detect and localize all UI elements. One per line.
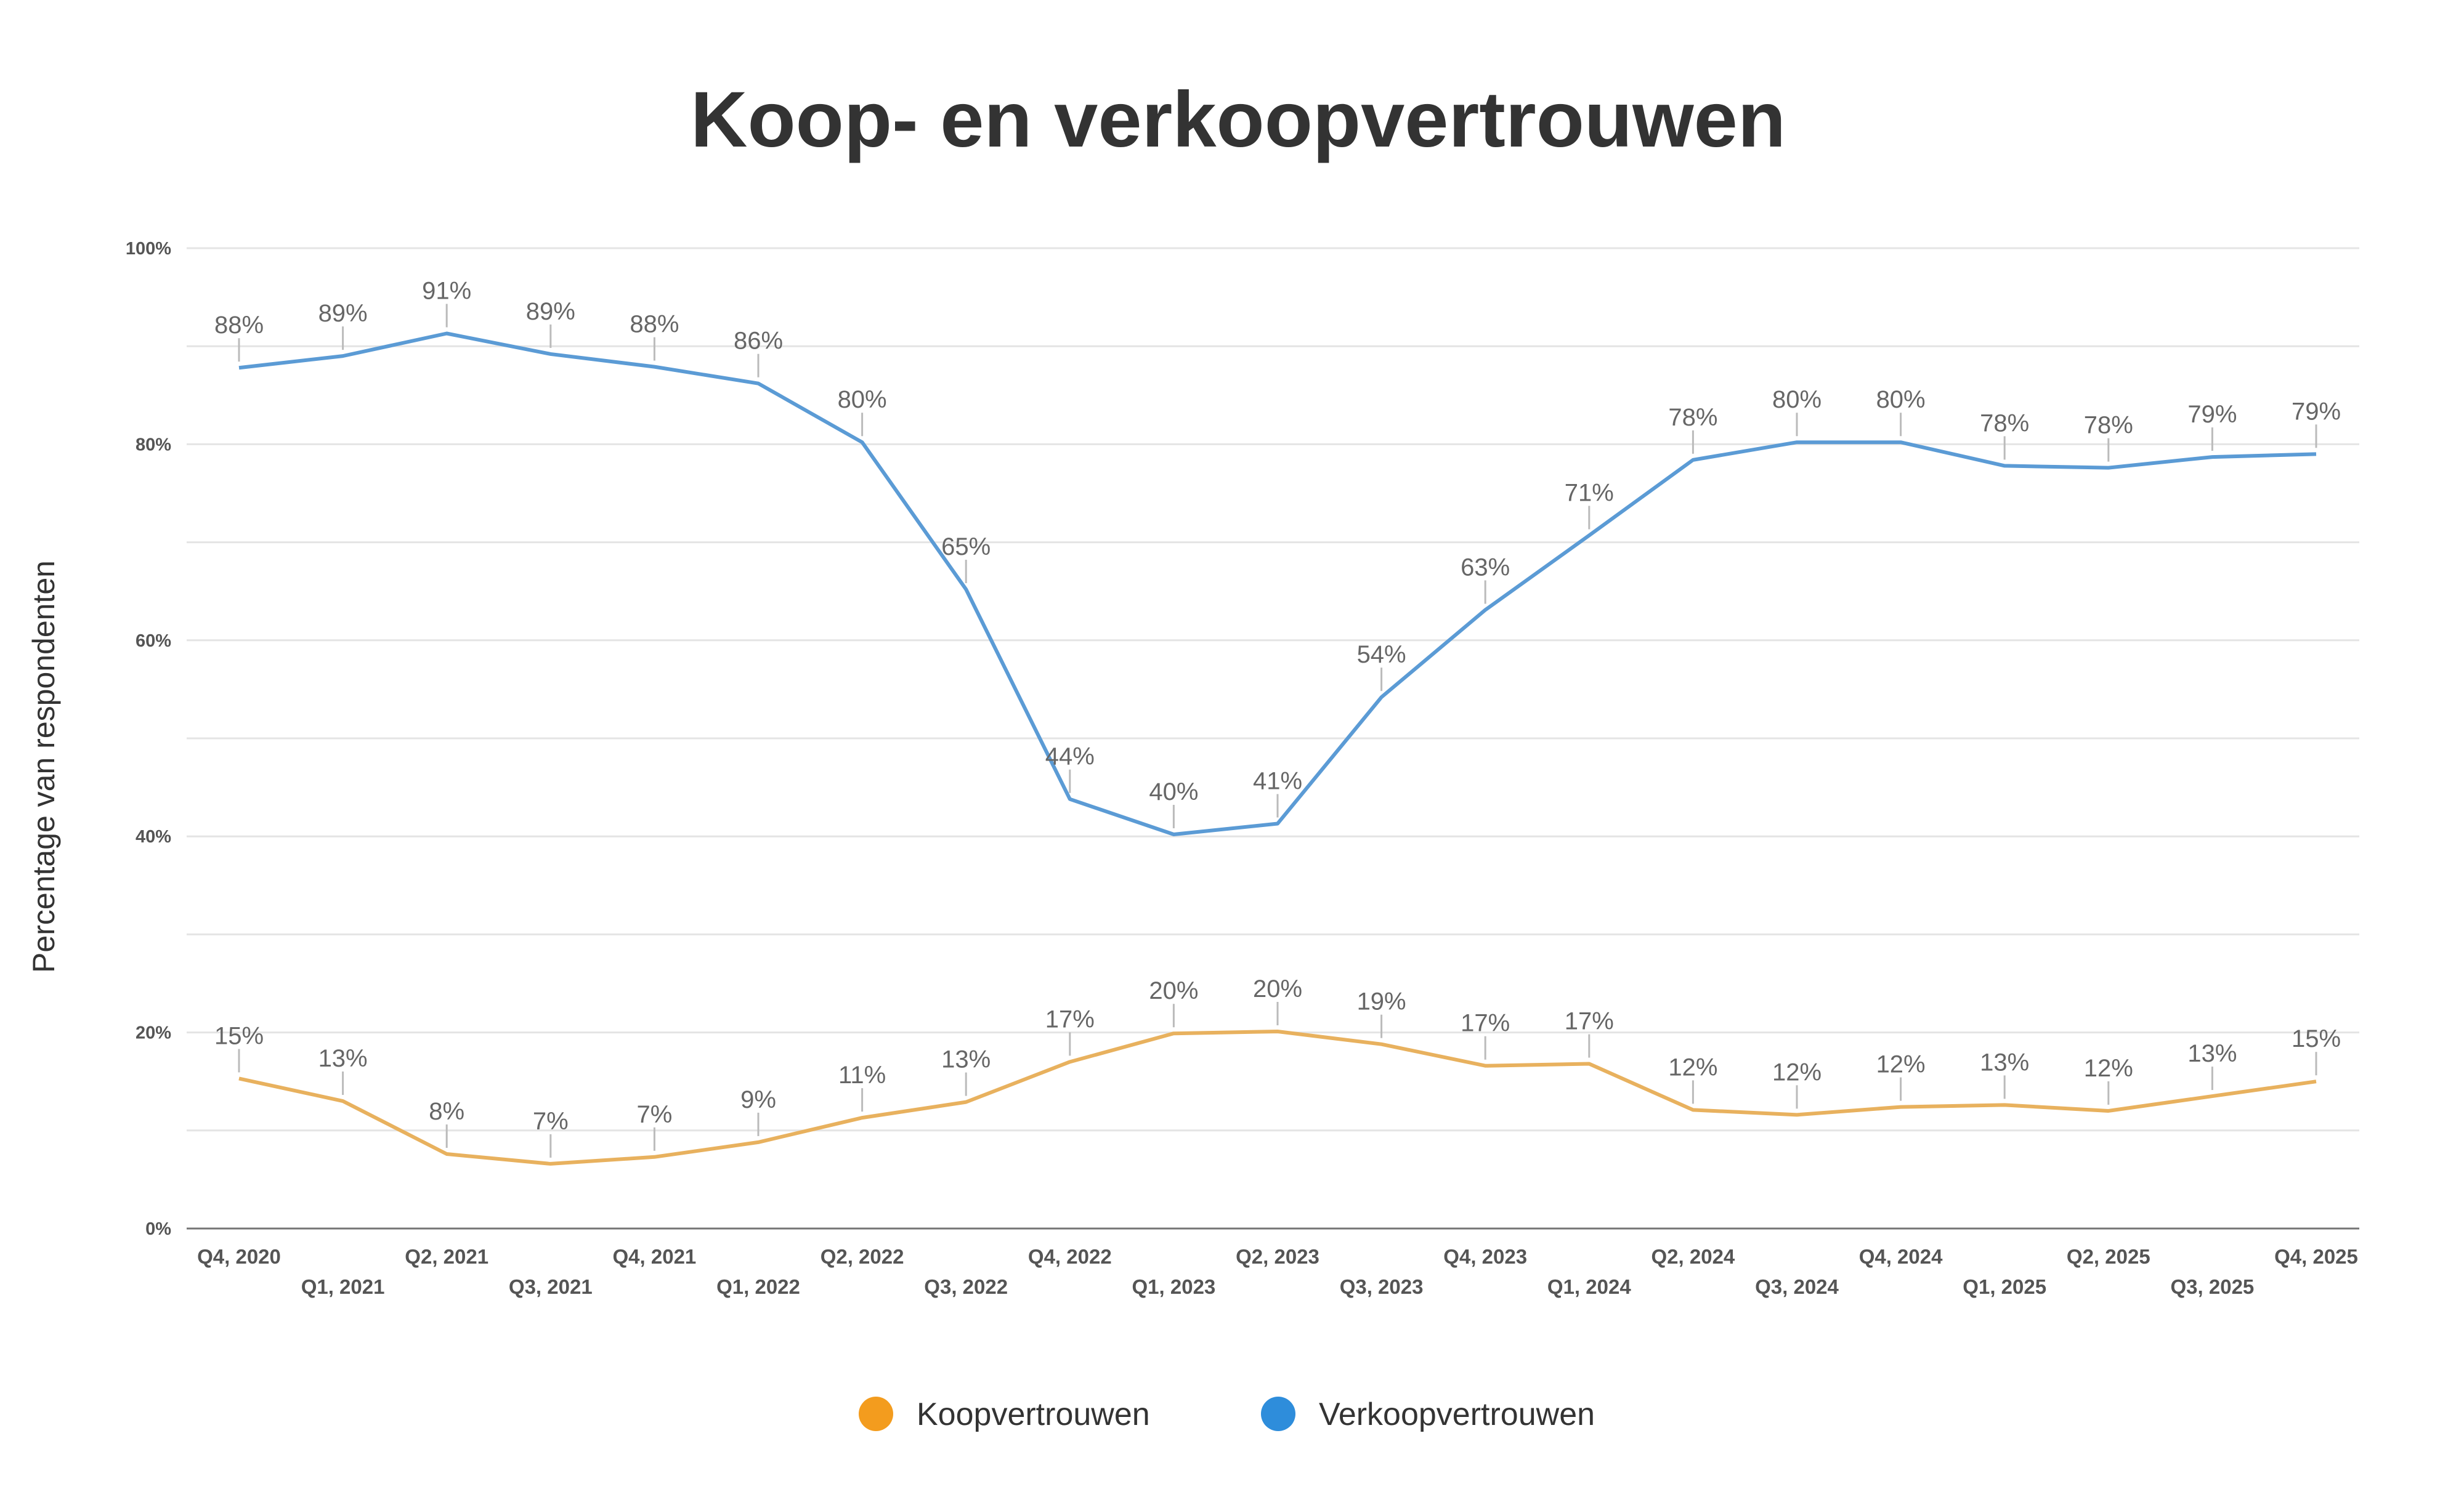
series-koopvertrouwen: 15% 13% 8% 7% 7% 9% 11% 13% 17% 20% 20% 19% 17% 17% 12… (214, 975, 2341, 1166)
data-label: 78% (2084, 412, 2133, 439)
legend-marker (1261, 1397, 1295, 1431)
series-verkoopvertrouwen: 88% 89% 91% 89% 88% 86% 80% 65% 44% 40% 41% 54% 63% 7… (214, 278, 2341, 837)
data-label: 89% (318, 300, 368, 327)
x-tick-label: Q1, 2021 (301, 1275, 385, 1298)
data-label: 7% (636, 1101, 672, 1128)
data-label: 78% (1668, 404, 1717, 431)
x-tick-label: Q3, 2025 (2171, 1275, 2255, 1298)
data-label: 8% (429, 1098, 464, 1125)
y-tick-label: 20% (136, 1023, 171, 1043)
x-tick-label: Q2, 2022 (821, 1245, 904, 1268)
x-tick-label: Q2, 2024 (1651, 1245, 1735, 1268)
x-tick-label: Q4, 2024 (1859, 1245, 1943, 1268)
legend-label: Verkoopvertrouwen (1319, 1397, 1595, 1432)
x-tick-label: Q1, 2025 (1963, 1275, 2046, 1298)
chart-title: Koop- en verkoopvertrouwen (691, 76, 1786, 164)
data-label: 89% (526, 298, 575, 325)
data-label: 65% (941, 533, 991, 560)
legend-label: Koopvertrouwen (917, 1397, 1150, 1432)
y-axis-ticks: 0% 20% 40% 60% 80% 100% (126, 239, 171, 1239)
y-tick-label: 80% (136, 435, 171, 454)
data-label: 20% (1149, 977, 1198, 1004)
data-label: 13% (941, 1046, 991, 1073)
data-label: 11% (838, 1062, 886, 1089)
x-axis-ticks: Q4, 2020 Q1, 2021 Q2, 2021 Q3, 2021 Q4, 2021… (197, 1245, 2358, 1298)
x-tick-label: Q3, 2023 (1340, 1275, 1424, 1298)
series-line (238, 1030, 2317, 1166)
x-tick-label: Q3, 2024 (1755, 1275, 1839, 1298)
data-label: 40% (1149, 778, 1198, 805)
legend: Koopvertrouwen Verkoopvertrouwen (859, 1397, 1595, 1432)
data-label: 15% (2292, 1025, 2341, 1052)
x-tick-label: Q3, 2022 (924, 1275, 1008, 1298)
x-tick-label: Q4, 2022 (1028, 1245, 1112, 1268)
data-label: 80% (838, 386, 887, 413)
data-label: 41% (1253, 768, 1302, 795)
x-tick-label: Q4, 2023 (1443, 1245, 1527, 1268)
data-label: 78% (1980, 410, 2029, 437)
x-tick-label: Q1, 2024 (1547, 1275, 1631, 1298)
y-tick-label: 40% (136, 827, 171, 847)
data-label: 13% (1980, 1049, 2029, 1076)
x-tick-label: Q4, 2020 (197, 1245, 281, 1268)
data-label: 19% (1357, 988, 1406, 1015)
data-label: 79% (2187, 401, 2237, 428)
data-label: 44% (1045, 743, 1095, 770)
x-tick-label: Q2, 2021 (405, 1245, 488, 1268)
legend-marker (859, 1397, 893, 1431)
data-label: 88% (630, 311, 679, 338)
y-tick-label: 100% (126, 239, 171, 259)
data-label: 20% (1253, 975, 1302, 1003)
x-tick-label: Q1, 2022 (716, 1275, 800, 1298)
data-label: 12% (1772, 1059, 1822, 1086)
x-tick-label: Q2, 2023 (1236, 1245, 1319, 1268)
y-tick-label: 0% (145, 1219, 171, 1239)
x-tick-label: Q1, 2023 (1132, 1275, 1216, 1298)
data-label: 71% (1565, 479, 1614, 506)
series-layer: 15% 13% 8% 7% 7% 9% 11% 13% 17% 20% 20% 19% 17% 17% 12… (214, 278, 2341, 1166)
data-label: 88% (214, 312, 264, 339)
data-label: 12% (2084, 1055, 2133, 1082)
x-tick-label: Q3, 2021 (509, 1275, 593, 1298)
data-label: 15% (214, 1022, 264, 1049)
data-label: 17% (1565, 1008, 1614, 1035)
gridlines (187, 247, 2359, 1132)
data-label: 80% (1772, 386, 1822, 413)
data-label: 79% (2292, 398, 2341, 425)
data-label: 17% (1461, 1010, 1510, 1037)
data-label: 91% (422, 278, 471, 305)
data-label: 54% (1357, 641, 1406, 668)
data-label: 86% (734, 328, 783, 355)
x-tick-label: Q4, 2025 (2274, 1245, 2358, 1268)
data-label: 12% (1668, 1054, 1717, 1081)
x-tick-label: Q2, 2025 (2067, 1245, 2150, 1268)
x-tick-label: Q4, 2021 (613, 1245, 697, 1268)
data-label: 9% (740, 1086, 776, 1113)
y-axis-label: Percentage van respondenten (26, 560, 61, 973)
data-label: 17% (1045, 1006, 1095, 1033)
data-label: 12% (1876, 1051, 1926, 1078)
data-label: 63% (1461, 554, 1510, 581)
series-line (238, 331, 2317, 837)
data-label: 7% (533, 1108, 569, 1135)
data-label: 80% (1876, 386, 1926, 413)
y-tick-label: 60% (136, 631, 171, 651)
data-label: 13% (318, 1045, 368, 1072)
data-label: 13% (2187, 1040, 2237, 1067)
